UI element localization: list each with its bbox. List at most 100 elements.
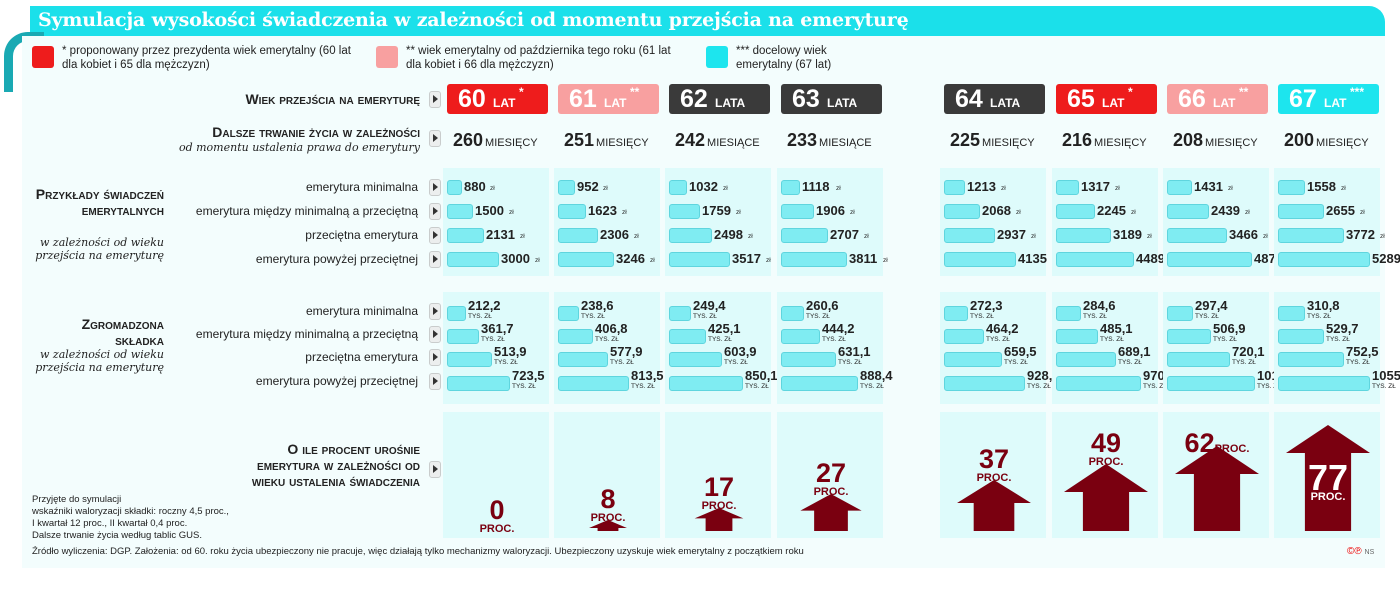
age-mark: ** [1239,85,1249,99]
benefit-value: 2306 [600,227,629,242]
capital-value: 813,5 [631,368,664,383]
row-arrow-icon [429,203,441,220]
benefit-unit: zł [1360,209,1365,216]
row-arrow-icon [429,130,441,147]
capital-value: 284,6 [1083,298,1116,313]
benefit-unit: zł [603,185,608,192]
capital-value: 506,9 [1213,321,1246,336]
benefit-bar [781,228,828,243]
capital-value: 212,2 [468,298,501,313]
benefit-value: 4489 [1136,251,1165,266]
row-arrow-icon [429,179,441,196]
age-unit: LAT [1324,96,1347,110]
benefit-unit: zł [836,185,841,192]
benefit-unit: zł [1245,209,1250,216]
age-mark: ** [630,85,640,99]
growth-arrow-svg [589,520,627,531]
benefit-value: 5289 [1372,251,1400,266]
capital-value: 249,4 [693,298,726,313]
capital-bar [558,329,593,344]
benefit-unit: zł [634,233,639,240]
life-unit: MIESIĘCY [1205,137,1258,149]
capital-value: 238,6 [581,298,614,313]
age-unit: LAT [604,96,627,110]
benefit-value: 3000 [501,251,530,266]
life-unit: MIESIĘCY [596,137,649,149]
legend-item-target: *** docelowy wiek emerytalny (67 lat) [706,44,886,74]
capital-unit: TYS. ZŁ [860,383,884,390]
benefit-value: 3189 [1113,227,1142,242]
age-badge: 66 LAT ** [1167,84,1268,114]
capital-value: 485,1 [1100,321,1133,336]
capital-unit: TYS. ZŁ [970,313,994,320]
benefit-unit: zł [1147,233,1152,240]
logo-signature: NS [1364,549,1375,556]
growth-value: 17 PROC. [669,474,769,513]
capital-bar [1056,306,1081,321]
row-label: przeciętna emerytura [305,228,418,242]
benefit-unit: zł [509,209,514,216]
row-arrow-icon [429,461,441,478]
capital-bar [447,352,492,367]
benefit-value: 1317 [1081,179,1110,194]
age-number: 67 [1289,85,1317,113]
benefit-value: 3246 [616,251,645,266]
benefit-bar [558,180,575,195]
benefit-bar [1167,204,1209,219]
growth-number: 27 [815,458,847,488]
benefit-bar [669,204,700,219]
benefit-value: 1032 [689,179,718,194]
life-unit: MIESIĘCY [1094,137,1147,149]
legend-item-october: ** wiek emerytalny od października tego … [376,44,676,74]
capital-bar [944,306,968,321]
capital-bar [944,352,1002,367]
age-number: 65 [1067,85,1095,113]
age-unit: LATA [827,96,858,110]
capital-unit: TYS. ZŁ [806,313,830,320]
growth-arrow [1064,464,1148,531]
benefit-bar [944,252,1016,267]
capital-unit: TYS. ZŁ [724,359,748,366]
life-months: 200 [1284,130,1315,150]
benefit-unit: zł [650,257,655,264]
growth-number: 77 [1307,457,1349,498]
capital-bar [1167,329,1211,344]
benefit-bar [1056,180,1079,195]
benefit-value: 3811 [849,251,878,266]
capital-value: 513,9 [494,344,527,359]
note-line: Dalsze trwanie życia według tablic GUS. [32,530,203,541]
growth-number: 49 [1090,428,1122,458]
row-arrow-icon [429,303,441,320]
header-capital: Zgromadzona składka [81,316,164,348]
benefit-unit: zł [520,233,525,240]
growth-arrow-svg [800,494,862,531]
growth-arrow-svg [1064,464,1148,531]
benefit-value: 1558 [1307,179,1336,194]
row-arrow-icon [429,91,441,108]
growth-number: 37 [978,444,1010,474]
capital-value: 723,5 [512,368,545,383]
benefit-unit: zł [736,209,741,216]
life-months: 208 [1173,130,1204,150]
benefit-value: 2498 [714,227,743,242]
publisher-logo: ©℗ NS [1347,546,1374,557]
capital-value: 310,8 [1307,298,1340,313]
header-benefits: Przykłady świadczeń emerytalnych [35,186,164,218]
age-unit: LAT [1102,96,1125,110]
benefit-bar [1056,228,1111,243]
benefit-unit: zł [1131,209,1136,216]
growth-arrow [800,494,862,531]
growth-arrow [957,480,1031,531]
row-label: emerytura powyżej przeciętnej [255,374,418,388]
life-months: 251 [564,130,595,150]
growth-unit: PROC. [976,472,1012,484]
capital-value: 361,7 [481,321,514,336]
benefit-bar [944,180,965,195]
capital-value: 631,1 [838,344,871,359]
capital-unit: TYS. ZŁ [1083,313,1107,320]
life-unit: MIESIĘCY [1316,137,1369,149]
benefit-unit: zł [1341,185,1346,192]
row-label: emerytura między minimalną a przeciętną [195,327,418,341]
capital-unit: TYS. ZŁ [494,359,518,366]
growth-arrow-svg [1286,425,1370,531]
